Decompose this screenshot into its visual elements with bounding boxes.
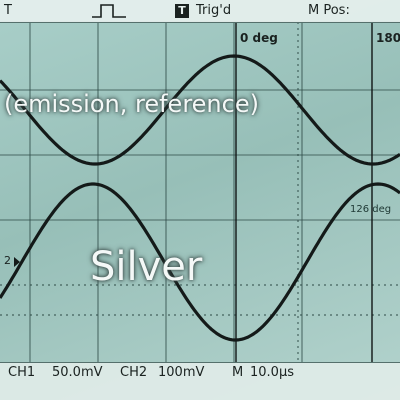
trigger-state: Trig'd xyxy=(196,3,232,18)
timebase-prefix: M xyxy=(232,365,244,380)
trigger-badge: T xyxy=(175,4,189,18)
timebase: 10.0µs xyxy=(250,365,294,380)
scope-status-bar: T T Trig'd M Pos: xyxy=(0,0,400,23)
phase-label: 126 deg xyxy=(350,204,392,215)
ch2-label: CH2 xyxy=(120,365,148,380)
material-overlay: Silver xyxy=(90,244,203,290)
channel-settings-bar: CH1 50.0mV CH2 100mV M 10.0µs xyxy=(0,362,400,400)
zero-deg-label: 0 deg xyxy=(240,31,278,45)
ch1-label: CH1 xyxy=(8,365,36,380)
emission-trace xyxy=(0,182,400,342)
ch2-ground-arrow xyxy=(14,257,20,267)
reference-trace xyxy=(0,54,400,166)
ch1-scale: 50.0mV xyxy=(52,365,103,380)
top-left-label: T xyxy=(4,3,12,18)
trigger-edge-icon xyxy=(92,4,126,18)
one-eighty-label: 180 xyxy=(376,31,400,45)
menu-position: M Pos: xyxy=(308,3,350,18)
ch2-marker: 2 xyxy=(4,254,11,267)
caption-overlay: (emission, reference) xyxy=(4,90,259,118)
ch2-scale: 100mV xyxy=(158,365,205,380)
